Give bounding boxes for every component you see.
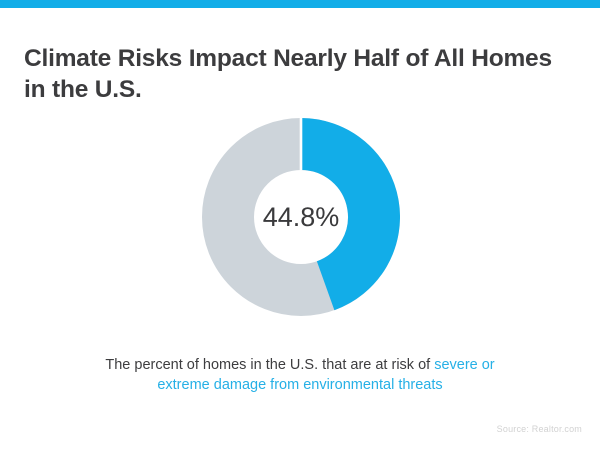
caption-highlight-text: severe or extreme damage from environmen… xyxy=(157,356,495,394)
page-title: Climate Risks Impact Nearly Half of All … xyxy=(24,45,552,104)
source-attribution: Source: Realtor.com xyxy=(496,424,582,434)
donut-slice-at-risk xyxy=(299,118,400,311)
donut-chart: 44.8% xyxy=(202,118,400,316)
caption-lead-text: The percent of homes in the U.S. that ar… xyxy=(105,356,435,373)
donut-chart-svg xyxy=(202,118,400,316)
chart-caption: The percent of homes in the U.S. that ar… xyxy=(100,355,500,396)
top-accent-bar xyxy=(0,0,600,8)
